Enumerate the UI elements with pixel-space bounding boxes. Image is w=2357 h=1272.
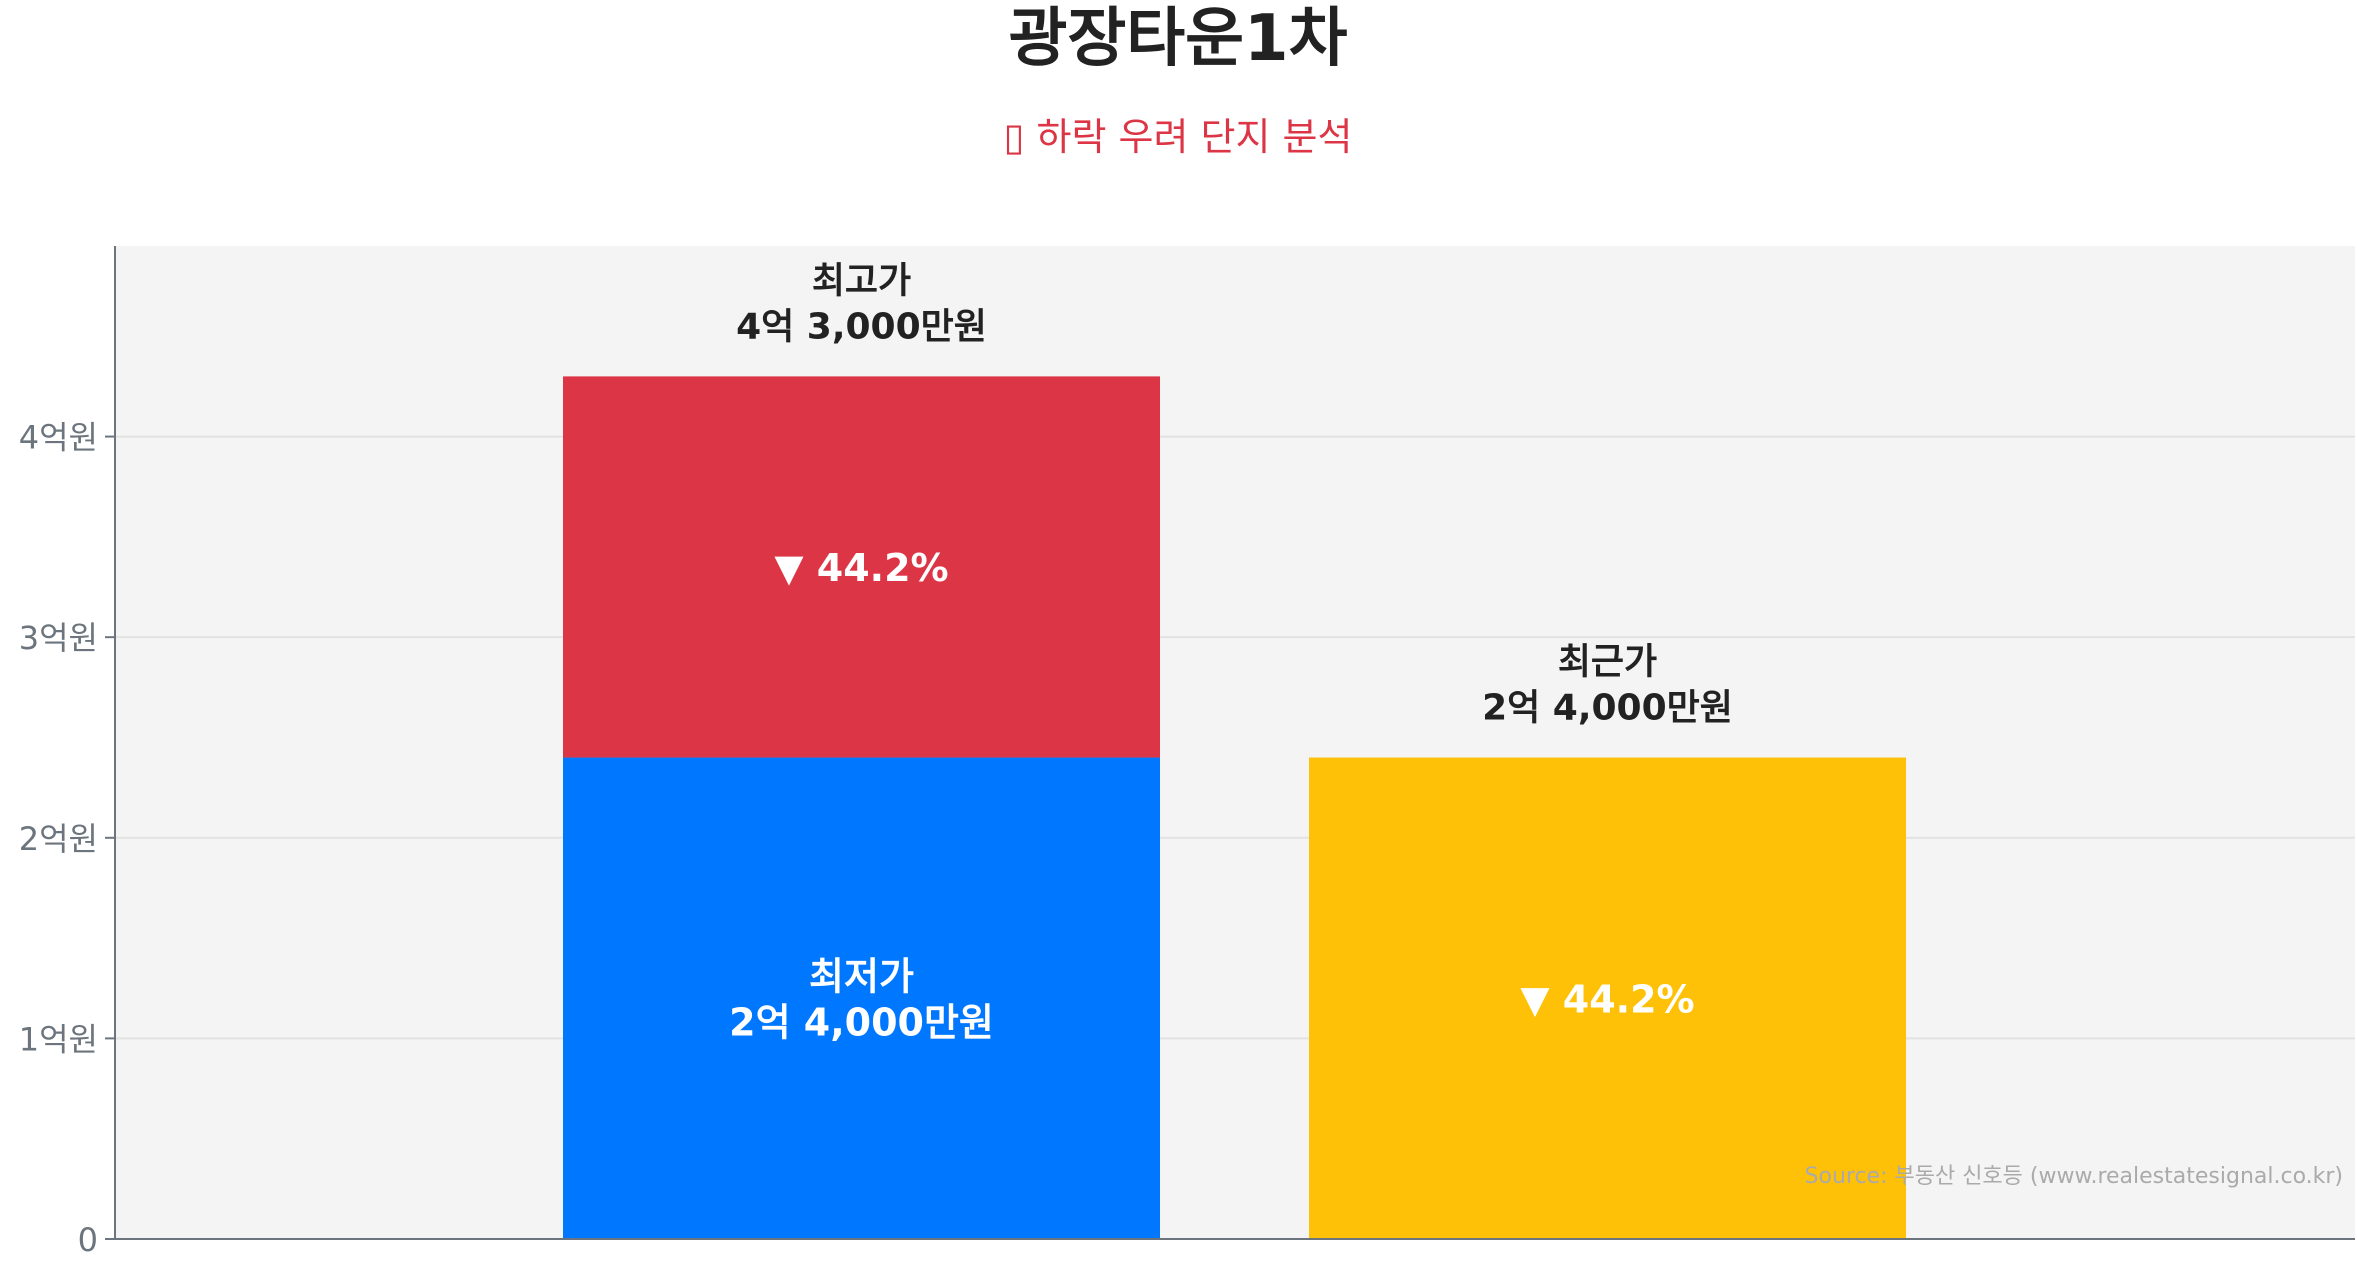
y-tick-label: 3억원 [19,619,98,657]
y-tick-label: 4억원 [19,419,98,457]
y-tick-label: 0 [78,1221,98,1259]
bar-inner-label: 최저가 [809,954,914,998]
bar-top-label: 최근가 [1558,642,1657,683]
y-tick-label: 1억원 [19,1020,98,1058]
bar-top-label: 4억 3,000만원 [736,306,987,347]
bar-highest-gap [563,376,1160,758]
bar-lowest [563,757,1160,1239]
bar-top-label: 최고가 [812,260,911,301]
bar-inner-label: 2억 4,000만원 [729,1000,994,1044]
source-note: Source: 부동산 신호등 (www.realestatesignal.co… [1805,1164,2343,1189]
plot-area [115,246,2355,1239]
y-tick-label: 2억원 [19,820,98,858]
bar-top-label: 2억 4,000만원 [1482,688,1733,729]
bar-inner-label: ▼ 44.2% [774,546,948,590]
chart-title: 광장타운1차 [1009,2,1348,76]
bar-inner-label: ▼ 44.2% [1520,977,1694,1021]
bar-recent [1309,757,1906,1239]
chart-subtitle: ▯ 하락 우려 단지 분석 [1004,115,1353,159]
